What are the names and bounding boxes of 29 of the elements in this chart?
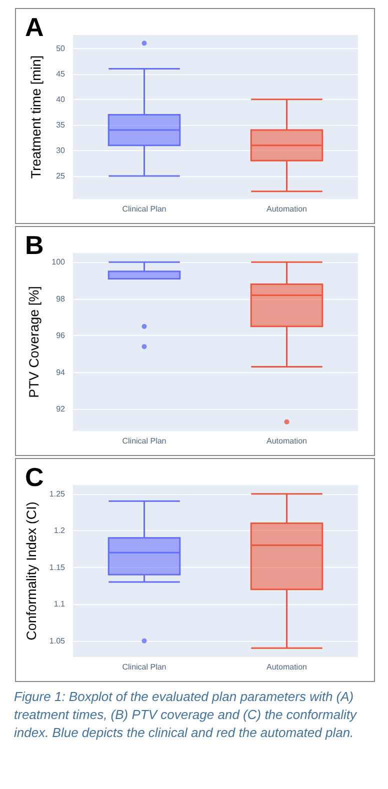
x-tick-label: Automation [266, 662, 307, 672]
y-tick-label: 94 [56, 368, 66, 377]
x-tick-label: Automation [266, 204, 307, 214]
y-tick-label: 30 [56, 146, 66, 155]
x-tick-label: Clinical Plan [122, 436, 166, 446]
y-tick-label: 1.05 [49, 636, 66, 646]
y-tick-label: 1.25 [49, 489, 66, 498]
y-axis-title: PTV Coverage [%] [26, 286, 42, 398]
y-tick-label: 35 [56, 120, 66, 130]
y-tick-label: 1.15 [49, 562, 66, 572]
y-axis-title: Treatment time [min] [28, 55, 44, 179]
y-axis-title: Conformality Index (CI) [24, 502, 40, 640]
y-tick-label: 40 [56, 94, 66, 104]
chart-title: B [25, 230, 44, 260]
chart-title: A [25, 12, 44, 42]
x-tick-label: Clinical Plan [122, 204, 166, 214]
y-tick-label: 1.2 [54, 526, 66, 536]
y-tick-label: 45 [56, 69, 66, 78]
y-tick-label: 50 [56, 44, 66, 53]
caption: Figure 1: Boxplot of the evaluated plan parameters with (A) treatment times, (B) PTV coverage and (C) the conformality index. Blue depicts the clinical and red the automated plan. [14, 688, 358, 742]
chart-title: C [25, 462, 44, 492]
y-tick-label: 98 [56, 294, 66, 304]
y-tick-label: 25 [56, 172, 66, 181]
x-tick-label: Automation [266, 436, 307, 446]
y-tick-label: 92 [56, 404, 66, 414]
y-tick-label: 1.1 [54, 600, 66, 609]
y-tick-label: 96 [56, 331, 66, 340]
x-tick-label: Clinical Plan [122, 662, 166, 672]
y-tick-label: 100 [52, 258, 66, 267]
